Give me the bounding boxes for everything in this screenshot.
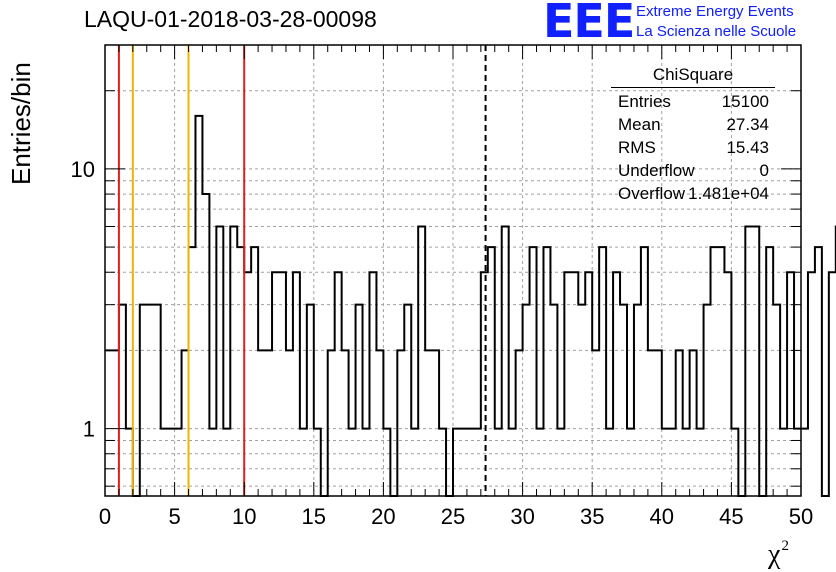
x-tick-label: 45 — [719, 504, 743, 529]
x-tick-label: 10 — [232, 504, 256, 529]
eee-logo-line1: Extreme Energy Events — [636, 3, 794, 20]
stats-row-underflow: Underflow 0 — [611, 159, 775, 182]
x-tick-label: 20 — [371, 504, 395, 529]
stats-label: Underflow — [618, 161, 695, 180]
stats-row-mean: Mean 27.34 — [611, 113, 775, 136]
stats-label: RMS — [618, 138, 656, 157]
x-tick-label: 50 — [789, 504, 813, 529]
stats-value: 15.43 — [726, 138, 769, 157]
x-tick-label: 0 — [99, 504, 111, 529]
stats-value: 0 — [759, 161, 769, 180]
stats-box: ChiSquare Entries 15100 Mean 27.34 RMS 1… — [611, 65, 775, 205]
x-tick-label: 5 — [168, 504, 180, 529]
y-tick-label: 10 — [71, 157, 95, 182]
x-tick-label: 30 — [510, 504, 534, 529]
x-axis-label: χ2 — [768, 538, 789, 570]
eee-logo-line2: La Scienza nelle Scuole — [636, 23, 797, 40]
stats-row-overflow: Overflow 1.481e+04 — [611, 182, 775, 205]
stats-label: Entries — [618, 92, 671, 111]
eee-logo: EEE — [543, 0, 635, 48]
stats-value: 15100 — [721, 92, 769, 111]
x-tick-label: 40 — [650, 504, 674, 529]
plot-title: LAQU-01-2018-03-28-00098 — [84, 6, 377, 32]
stats-title: ChiSquare — [611, 65, 775, 88]
stats-label: Mean — [618, 115, 661, 134]
x-tick-label: 35 — [580, 504, 604, 529]
x-tick-label: 15 — [302, 504, 326, 529]
x-tick-label: 25 — [441, 504, 465, 529]
stats-row-rms: RMS 15.43 — [611, 136, 775, 159]
y-tick-label: 1 — [83, 417, 95, 442]
y-axis-label: Entries/bin — [6, 62, 36, 185]
stats-value: 1.481e+04 — [688, 184, 769, 203]
stats-row-entries: Entries 15100 — [611, 90, 775, 113]
stats-label: Overflow — [618, 184, 686, 203]
stats-value: 27.34 — [726, 115, 769, 134]
